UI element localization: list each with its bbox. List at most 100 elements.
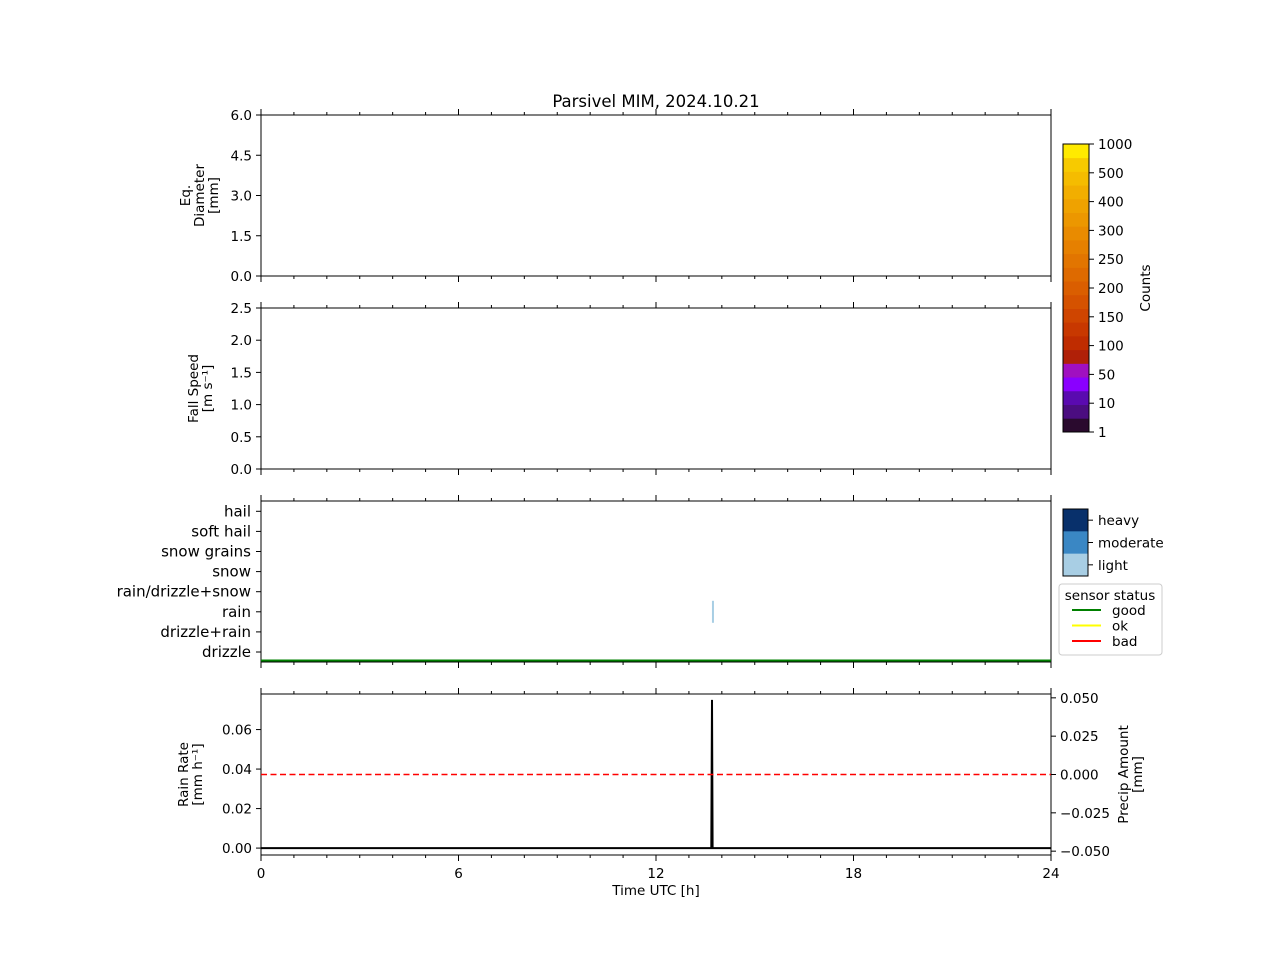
intensity-label-heavy: heavy — [1098, 513, 1139, 529]
counts-colorbar-segment — [1063, 349, 1089, 364]
rain-rate-line — [261, 699, 1051, 850]
x-axis-label: Time UTC [h] — [611, 883, 699, 899]
ptype-label-rain-drizzle-snow: rain/drizzle+snow — [117, 583, 251, 601]
rain-y-label: Rain Rate[mm h⁻¹] — [176, 742, 206, 807]
counts-colorbar-segment — [1063, 390, 1089, 405]
precip-ytick-label: −0.025 — [1060, 806, 1110, 822]
rain-ytick-label: 0.02 — [222, 802, 252, 818]
fall-speed-panel: 0.0 0.5 1.0 1.5 2.0 2.5 Fall Speed[m s⁻¹] — [186, 301, 1052, 478]
counts-colorbar-tick-label: 300 — [1098, 223, 1124, 239]
counts-colorbar-segment — [1063, 418, 1089, 433]
counts-colorbar-segment — [1063, 171, 1089, 186]
rain-y-label-line: [mm h⁻¹] — [190, 743, 206, 805]
counts-colorbar-tick-label: 50 — [1098, 367, 1115, 383]
figure-title: Parsivel MIM, 2024.10.21 — [552, 92, 759, 111]
counts-colorbar-segment — [1063, 404, 1089, 419]
diameter-ytick-label: 0.0 — [231, 269, 252, 285]
intensity-swatch-heavy — [1063, 509, 1088, 532]
rain-ytick-label: 0.06 — [222, 723, 252, 739]
speed-ytick-label: 2.0 — [231, 333, 252, 349]
x-tick-label: 12 — [647, 866, 664, 882]
rain-ytick-label: 0.04 — [222, 762, 252, 778]
intensity-swatch-light — [1063, 553, 1088, 577]
diameter-ytick-label: 3.0 — [231, 189, 252, 205]
counts-colorbar-segment — [1063, 240, 1089, 255]
diameter-y-label-line: Eq. — [178, 185, 194, 206]
counts-colorbar-tick-label: 10 — [1098, 396, 1115, 412]
sensor-legend-title: sensor status — [1065, 588, 1156, 604]
speed-y-label: Fall Speed[m s⁻¹] — [186, 354, 216, 423]
counts-colorbar-segment — [1063, 157, 1089, 172]
diameter-y-label: Eq.Diameter[mm] — [178, 164, 222, 227]
speed-frame — [260, 307, 1052, 470]
ptype-event-mark — [711, 600, 714, 623]
intensity-label-light: light — [1098, 558, 1128, 574]
intensity-swatch-moderate — [1063, 531, 1088, 554]
intensity-label-moderate: moderate — [1098, 536, 1164, 552]
sensor-legend-label-ok: ok — [1112, 619, 1128, 635]
counts-colorbar-segment — [1063, 336, 1089, 351]
speed-ytick-label: 0.5 — [231, 430, 252, 446]
speed-ytick-label: 1.0 — [231, 398, 252, 414]
precip-ytick-label: 0.000 — [1060, 768, 1099, 784]
counts-colorbar-tick-label: 1 — [1098, 425, 1107, 441]
rain-ytick-label: 0.00 — [222, 841, 252, 857]
x-tick-label: 24 — [1042, 866, 1059, 882]
diameter-y-label-line: [mm] — [206, 177, 222, 214]
counts-colorbar-segment — [1063, 308, 1089, 323]
counts-colorbar-segment — [1063, 294, 1089, 309]
diameter-ytick-label: 1.5 — [231, 229, 252, 245]
counts-colorbar-tick-label: 200 — [1098, 281, 1124, 297]
ptype-label-snow: snow — [212, 563, 251, 581]
intensity-legend: heavy moderate light — [1062, 508, 1164, 577]
counts-colorbar-tick-label: 1000 — [1098, 137, 1132, 153]
ptype-label-snow-grains: snow grains — [161, 543, 251, 561]
counts-colorbar-segment — [1063, 267, 1089, 282]
counts-colorbar-tick-label: 150 — [1098, 310, 1124, 326]
rain-y-label-line: Rain Rate — [176, 742, 192, 807]
diameter-ytick-label: 4.5 — [231, 148, 252, 164]
x-tick-label: 6 — [454, 866, 463, 882]
precip-y-label-line: Precip Amount — [1116, 725, 1132, 824]
precip-y-label-line: [mm] — [1130, 756, 1146, 793]
speed-y-label-line: Fall Speed — [186, 354, 202, 423]
diameter-frame — [260, 114, 1052, 277]
counts-colorbar-segment — [1063, 185, 1089, 200]
diameter-panel: 0.0 1.5 3.0 4.5 6.0 Eq.Diameter[mm] — [178, 108, 1052, 285]
speed-ytick-label: 0.0 — [231, 462, 252, 478]
counts-colorbar-segment — [1063, 363, 1089, 378]
counts-colorbar-segment — [1063, 144, 1089, 159]
diameter-ytick-label: 6.0 — [231, 108, 252, 124]
ptype-label-drizzle-rain: drizzle+rain — [160, 623, 251, 641]
precip-ytick-label: −0.050 — [1060, 844, 1110, 860]
precip-type-panel: drizzle drizzle+rain rain rain/drizzle+snow… — [117, 495, 1052, 668]
x-tick-label: 0 — [257, 866, 266, 882]
precip-y-label: Precip Amount[mm] — [1116, 725, 1146, 824]
precip-ytick-label: 0.050 — [1060, 691, 1099, 707]
sensor-legend-label-bad: bad — [1112, 634, 1137, 650]
sensor-legend-label-good: good — [1112, 603, 1146, 619]
counts-colorbar-segment — [1063, 377, 1089, 392]
counts-colorbar-segment — [1063, 253, 1089, 268]
sensor-legend-box — [1058, 583, 1163, 656]
ptype-frame — [260, 500, 1052, 663]
speed-ytick-label: 2.5 — [231, 301, 252, 317]
counts-colorbar: 1 10 50 100 150 200 250 300 400 500 1000 Counts — [1062, 137, 1154, 441]
counts-colorbar-segment — [1063, 212, 1089, 227]
precip-ytick-label: 0.025 — [1060, 729, 1099, 745]
counts-colorbar-label: Counts — [1138, 264, 1154, 311]
speed-y-label-line: [m s⁻¹] — [200, 365, 216, 413]
counts-colorbar-segment — [1063, 322, 1089, 337]
rain-rate-panel: 0 6 12 18 24 0.00 0.02 0.04 0.06 −0.050 −0.025 0.00… — [176, 688, 1146, 882]
counts-colorbar-tick-label: 250 — [1098, 252, 1124, 268]
ptype-label-hail: hail — [224, 502, 251, 520]
counts-colorbar-tick-label: 100 — [1098, 339, 1124, 355]
ptype-label-rain: rain — [222, 603, 251, 621]
counts-colorbar-segment — [1063, 198, 1089, 213]
ptype-label-drizzle: drizzle — [202, 643, 251, 661]
counts-colorbar-tick-label: 400 — [1098, 195, 1124, 211]
diameter-y-label-line: Diameter — [192, 164, 208, 227]
x-tick-label: 18 — [845, 866, 862, 882]
